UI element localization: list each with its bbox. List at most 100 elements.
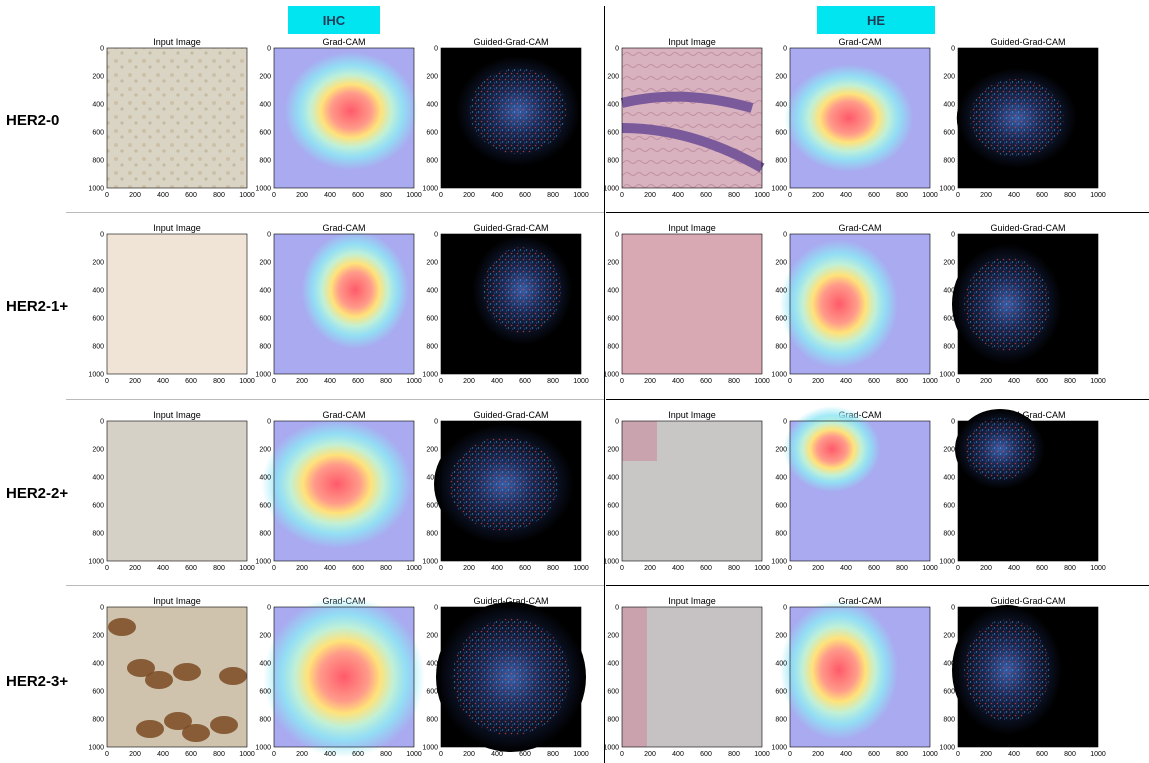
x-tick-label: 400 — [324, 192, 336, 199]
y-tick-label: 1000 — [255, 745, 271, 752]
x-tick-label: 600 — [352, 378, 364, 385]
y-tick-label: 1000 — [771, 559, 787, 566]
y-tick-label: 200 — [92, 260, 104, 267]
x-tick-label: 800 — [213, 565, 225, 572]
x-tick-label: 1000 — [754, 192, 770, 199]
x-tick-label: 1000 — [922, 192, 938, 199]
x-tick-label: 800 — [380, 565, 392, 572]
ihc-grad-cam-panel: Grad-CAM00200200400400600600800800100010… — [255, 596, 425, 758]
panel-frame — [621, 606, 763, 748]
panel-title: Grad-CAM — [838, 37, 881, 47]
y-tick-label: 800 — [259, 531, 271, 538]
y-tick-label: 400 — [92, 288, 104, 295]
x-tick-label: 400 — [1008, 565, 1020, 572]
y-tick-label: 1000 — [603, 372, 619, 379]
panel-frame — [440, 47, 582, 189]
panel-frame — [957, 606, 1099, 748]
x-tick-label: 600 — [185, 565, 197, 572]
panel-title: Guided-Grad-CAM — [990, 223, 1065, 233]
x-tick-label: 1000 — [406, 565, 422, 572]
x-tick-label: 200 — [463, 565, 475, 572]
ihc-guided-grad-cam-panel: Guided-Grad-CAM 0 0 200 200 400 400 600 600 800 80… — [422, 596, 588, 758]
y-tick-label: 400 — [92, 475, 104, 482]
cam-heatmap — [784, 64, 914, 172]
y-tick-label: 0 — [951, 605, 955, 612]
x-tick-label: 1000 — [1090, 192, 1106, 199]
ihc-input-image-panel: Input Image 0 0 200 200 400 400 600 600 800 800 100… — [88, 223, 254, 385]
cam-heatmap — [779, 239, 899, 369]
y-tick-label: 800 — [92, 717, 104, 724]
y-tick-label: 0 — [100, 232, 104, 239]
x-tick-label: 0 — [105, 751, 109, 758]
y-tick-label: 0 — [100, 46, 104, 53]
he-guided-grad-cam-panel: Guided-Grad-CAM 0 0 200 200 400 400 600 600 800 80… — [939, 223, 1105, 385]
y-tick-label: 400 — [775, 102, 787, 109]
y-tick-label: 1000 — [939, 559, 955, 566]
x-tick-label: 1000 — [922, 565, 938, 572]
x-tick-label: 400 — [324, 378, 336, 385]
x-tick-label: 400 — [157, 751, 169, 758]
x-tick-label: 400 — [491, 565, 503, 572]
y-tick-label: 400 — [259, 102, 271, 109]
x-tick-label: 0 — [788, 378, 792, 385]
x-tick-label: 200 — [812, 192, 824, 199]
y-tick-label: 200 — [943, 633, 955, 640]
y-tick-label: 600 — [92, 689, 104, 696]
ihc-guided-grad-cam-panel: Guided-Grad-CAM 0 0 200 200 400 400 600 600 800 80… — [422, 37, 588, 199]
panel-frame — [789, 233, 931, 375]
panel-frame — [440, 606, 582, 748]
panel-frame — [106, 420, 248, 562]
x-tick-label: 600 — [700, 565, 712, 572]
y-tick-label: 600 — [607, 689, 619, 696]
y-tick-label: 1000 — [88, 745, 104, 752]
y-tick-label: 1000 — [603, 559, 619, 566]
panel-frame — [621, 47, 763, 189]
x-tick-label: 600 — [519, 751, 531, 758]
x-tick-label: 0 — [439, 378, 443, 385]
x-tick-label: 200 — [296, 378, 308, 385]
ihc-grad-cam-panel: Grad-CAM00200200400400600600800800100010… — [255, 410, 421, 572]
x-tick-label: 400 — [491, 192, 503, 199]
y-tick-label: 600 — [259, 503, 271, 510]
y-tick-label: 400 — [92, 102, 104, 109]
stain-blob — [173, 663, 201, 681]
x-tick-label: 200 — [644, 751, 656, 758]
x-tick-label: 800 — [547, 192, 559, 199]
x-tick-label: 1000 — [1090, 565, 1106, 572]
y-tick-label: 600 — [259, 130, 271, 137]
y-tick-label: 400 — [259, 288, 271, 295]
row-divider — [66, 585, 604, 586]
y-tick-label: 0 — [267, 46, 271, 53]
x-tick-label: 800 — [728, 378, 740, 385]
y-tick-label: 1000 — [939, 745, 955, 752]
x-tick-label: 200 — [463, 751, 475, 758]
y-tick-label: 1000 — [88, 186, 104, 193]
he-input-image-panel: Input Image 0 0 200 200 400 400 600 600 800 800 100… — [603, 37, 769, 199]
panel-title: Input Image — [153, 596, 201, 606]
y-tick-label: 0 — [783, 605, 787, 612]
y-tick-label: 800 — [943, 531, 955, 538]
x-tick-label: 800 — [380, 378, 392, 385]
panel-title: Input Image — [668, 596, 716, 606]
row-divider — [66, 399, 604, 400]
guided-texture — [964, 619, 1050, 721]
y-tick-label: 200 — [775, 633, 787, 640]
y-tick-label: 200 — [259, 74, 271, 81]
x-tick-label: 200 — [463, 378, 475, 385]
y-tick-label: 800 — [426, 158, 438, 165]
y-tick-label: 800 — [775, 531, 787, 538]
x-tick-label: 400 — [840, 565, 852, 572]
y-tick-label: 0 — [783, 46, 787, 53]
x-tick-label: 0 — [105, 192, 109, 199]
he-grad-cam-panel: Grad-CAM 0 0 200 200 400 400 600 600 800 800 1000 10… — [771, 223, 937, 385]
y-tick-label: 800 — [92, 344, 104, 351]
y-tick-label: 800 — [943, 717, 955, 724]
x-tick-label: 600 — [868, 192, 880, 199]
ihc-grad-cam-panel: Grad-CAM00200200400400600600800800100010… — [255, 223, 421, 385]
y-tick-label: 800 — [259, 717, 271, 724]
y-tick-label: 1000 — [88, 372, 104, 379]
x-tick-label: 0 — [272, 751, 276, 758]
y-tick-label: 600 — [92, 130, 104, 137]
y-tick-label: 200 — [943, 260, 955, 267]
